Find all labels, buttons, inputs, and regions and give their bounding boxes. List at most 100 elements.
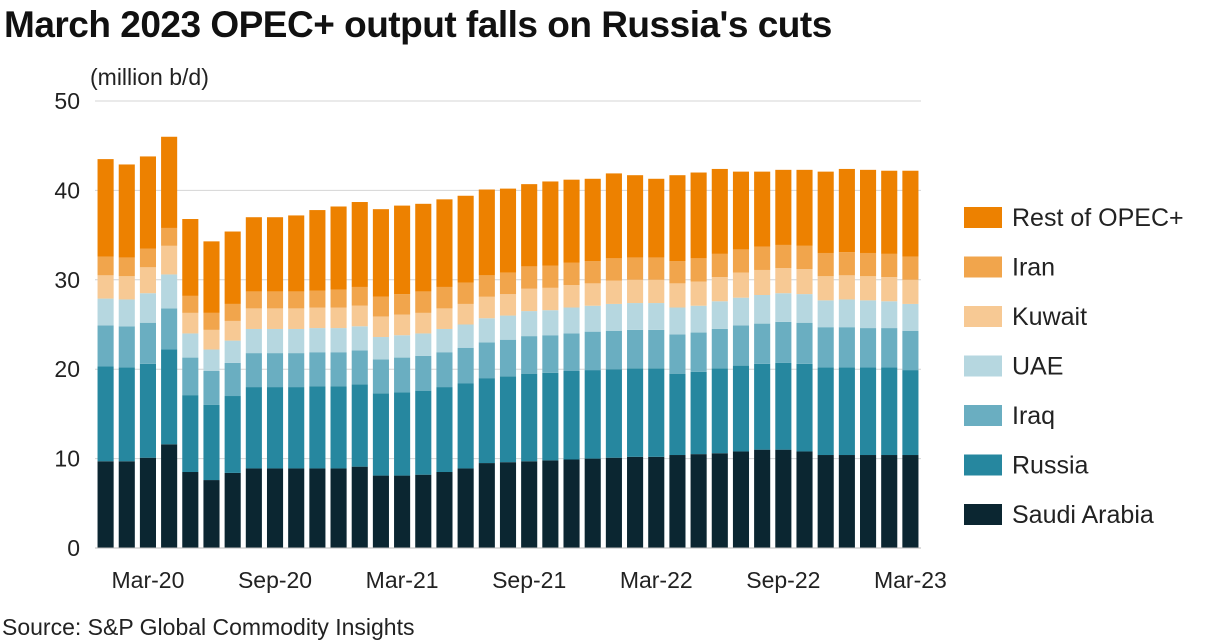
bar-segment-iran-Jun-20	[203, 312, 220, 330]
bar-segment-rest-of-opec--Nov-22	[817, 171, 834, 253]
bar-segment-kuwait-Oct-21	[542, 287, 559, 311]
bar-segment-rest-of-opec--Feb-21	[372, 209, 389, 297]
x-tick-label: Mar-23	[874, 567, 947, 593]
bar-segment-kuwait-Sep-20	[266, 308, 284, 329]
bar-segment-saudi-arabia-Apr-21	[415, 474, 432, 548]
bar-segment-rest-of-opec--Jul-22	[732, 171, 750, 250]
bar-segment-kuwait-Jul-21	[478, 296, 495, 319]
bar-segment-iraq-May-22	[690, 332, 707, 372]
bar-segment-iran-Jan-23	[860, 252, 877, 277]
bar-segment-iraq-Apr-20	[161, 308, 178, 350]
bar-segment-iraq-Oct-21	[542, 335, 559, 373]
bar-segment-iran-Sep-21	[521, 266, 538, 289]
bar-segment-kuwait-Mar-22	[648, 279, 665, 304]
bar-segment-rest-of-opec--Aug-21	[499, 188, 517, 273]
bar-segment-iraq-Jul-20	[224, 362, 241, 397]
bar-segment-kuwait-Nov-20	[309, 307, 326, 329]
bar-segment-iran-Nov-21	[563, 262, 580, 286]
bar-segment-iran-Nov-22	[817, 252, 834, 277]
bar-segment-russia-Jan-20	[97, 366, 114, 462]
bar-segment-rest-of-opec--Aug-20	[245, 217, 262, 292]
bar-segment-uae-Oct-20	[288, 328, 305, 354]
bar-segment-rest-of-opec--Mar-22	[648, 178, 665, 258]
legend: Rest of OPEC+ Iran Kuwait UAE Iraq Russia Saud…	[964, 204, 1184, 529]
bar-segment-rest-of-opec--Feb-22	[627, 175, 644, 258]
bar-segment-uae-Apr-21	[415, 333, 432, 356]
legend-swatch-iraq	[964, 405, 1002, 426]
bar-segment-saudi-arabia-May-22	[690, 454, 707, 548]
bar-segment-iran-Jan-22	[605, 258, 622, 281]
bar-segment-kuwait-Feb-21	[372, 316, 389, 338]
bar-segment-russia-Jul-20	[224, 396, 241, 473]
bar-segment-russia-Dec-21	[584, 370, 601, 459]
x-tick-label: Mar-20	[112, 567, 185, 593]
bar-segment-iraq-Dec-22	[838, 327, 855, 368]
bar-segment-iraq-Oct-20	[288, 353, 305, 388]
bar-segment-iran-Jan-20	[97, 256, 114, 276]
bar-segment-kuwait-Jan-21	[351, 305, 368, 327]
bar-segment-iraq-Sep-21	[521, 336, 538, 374]
legend-swatch-iran	[964, 256, 1002, 278]
bar-segment-uae-Feb-23	[881, 301, 898, 329]
bar-segment-russia-Sep-21	[521, 373, 538, 462]
bar-segment-iran-Apr-21	[415, 291, 432, 313]
bar-segment-russia-Apr-22	[669, 373, 686, 456]
bar-segment-russia-Sep-20	[266, 387, 284, 469]
x-tick-label: Mar-22	[620, 567, 693, 593]
bar-segment-kuwait-Jun-22	[711, 277, 728, 302]
bar-segment-iraq-Feb-23	[881, 328, 898, 368]
bar-segment-uae-Oct-21	[542, 310, 559, 336]
bar-segment-kuwait-Dec-20	[330, 307, 347, 329]
bar-segment-uae-Jan-21	[351, 326, 368, 351]
bar-segment-kuwait-May-22	[690, 281, 707, 306]
bar-segment-kuwait-Apr-21	[415, 312, 432, 334]
bar-segment-uae-May-21	[436, 328, 453, 353]
bar-segment-iran-Dec-21	[584, 261, 601, 284]
legend-swatch-russia	[964, 454, 1002, 476]
bar-segment-rest-of-opec--May-21	[436, 199, 453, 287]
bar-segment-iran-Aug-21	[499, 272, 517, 295]
bar-segment-iran-Sep-20	[266, 291, 284, 309]
bar-segment-iraq-Feb-22	[627, 329, 644, 369]
bar-segment-rest-of-opec--Apr-21	[415, 203, 432, 292]
bar-segment-iraq-Aug-20	[245, 353, 262, 388]
bar-segment-kuwait-Feb-20	[118, 276, 135, 300]
bar-segment-rest-of-opec--Oct-21	[542, 181, 559, 266]
bar-segment-uae-Aug-20	[245, 328, 262, 354]
bar-segment-russia-May-22	[690, 371, 707, 455]
bar-segment-iran-Mar-23	[902, 256, 919, 280]
bar-segment-saudi-arabia-Jun-20	[203, 480, 220, 548]
bar-segment-uae-Sep-22	[775, 293, 792, 322]
bar-segment-iraq-Jan-21	[351, 350, 368, 385]
bar-segment-saudi-arabia-Jan-23	[860, 455, 877, 548]
bar-segment-saudi-arabia-Mar-20	[139, 457, 156, 548]
bar-segment-rest-of-opec--Apr-20	[161, 136, 178, 228]
bar-segment-uae-Jun-20	[203, 349, 220, 371]
legend-label: Saudi Arabia	[1012, 501, 1154, 529]
bar-segment-russia-Oct-20	[288, 387, 305, 469]
bar-segment-uae-Mar-23	[902, 303, 919, 331]
bar-segment-saudi-arabia-Jan-22	[605, 457, 622, 548]
bar-segment-saudi-arabia-Jul-20	[224, 472, 241, 548]
bar-segment-iraq-Nov-21	[563, 333, 580, 371]
bar-segment-uae-Dec-21	[584, 305, 601, 332]
legend-swatch-rest-of-opec-	[964, 207, 1002, 228]
bar-segment-kuwait-Jun-20	[203, 329, 220, 350]
bar-segment-uae-Feb-20	[118, 299, 135, 327]
legend-label: Iran	[1012, 254, 1055, 282]
bar-segment-russia-Mar-22	[648, 368, 665, 457]
bar-segment-iran-Apr-22	[669, 261, 686, 284]
bar-segment-uae-Mar-22	[648, 303, 665, 330]
bar-segment-russia-Feb-21	[372, 393, 389, 476]
bar-segment-russia-Aug-20	[245, 387, 262, 469]
y-tick-label: 0	[67, 535, 80, 561]
bar-segment-russia-Nov-20	[309, 386, 326, 469]
bar-segment-iraq-May-20	[182, 357, 199, 396]
bar-segment-saudi-arabia-Oct-20	[288, 468, 305, 548]
bar-segment-rest-of-opec--Jan-23	[860, 169, 877, 253]
bar-segment-saudi-arabia-Jun-21	[457, 468, 474, 548]
bar-segment-rest-of-opec--Jan-22	[605, 173, 622, 259]
legend-label: Kuwait	[1012, 303, 1087, 331]
bar-segment-kuwait-Mar-20	[139, 267, 156, 294]
bar-segment-saudi-arabia-Feb-22	[627, 456, 644, 548]
